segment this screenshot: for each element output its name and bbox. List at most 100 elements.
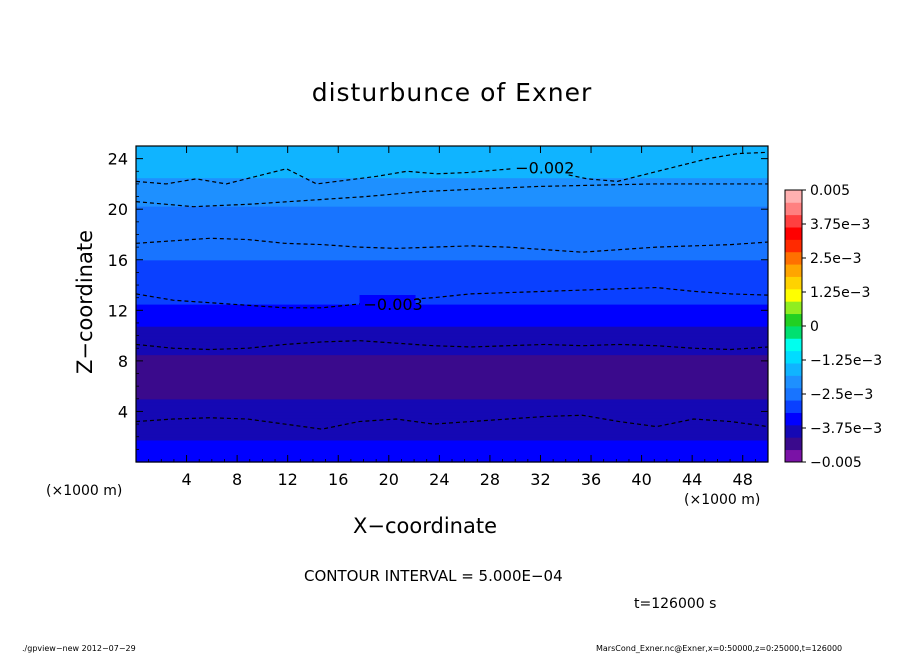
heatmap-cell bbox=[136, 414, 768, 419]
heatmap-cell bbox=[136, 193, 768, 198]
heatmap-cell bbox=[136, 161, 768, 166]
colorbar-swatch bbox=[785, 350, 802, 364]
heatmap-cell bbox=[136, 237, 768, 242]
heatmap-field bbox=[136, 146, 768, 463]
heatmap-cell bbox=[136, 354, 768, 359]
heatmap-cell bbox=[136, 155, 768, 160]
contour-line bbox=[135, 340, 769, 351]
colorbar-swatch bbox=[785, 251, 802, 265]
colorbar-swatch bbox=[785, 227, 802, 240]
heatmap-cell bbox=[136, 408, 768, 413]
heatmap-cell bbox=[136, 379, 768, 384]
colorbar-label: 0 bbox=[810, 319, 819, 335]
heatmap-cell bbox=[136, 190, 768, 194]
heatmap-cell bbox=[136, 446, 768, 450]
colorbar-label: 3.75e−3 bbox=[810, 217, 870, 233]
heatmap-cell bbox=[136, 146, 768, 150]
colorbar-swatch bbox=[785, 264, 802, 277]
x-tick-label: 20 bbox=[379, 470, 399, 489]
heatmap-cell bbox=[136, 247, 768, 251]
heatmap-cell bbox=[136, 206, 768, 210]
heatmap-cell bbox=[136, 307, 768, 311]
y-tick-label: 4 bbox=[118, 402, 128, 421]
colorbar-label: −1.25e−3 bbox=[810, 353, 882, 369]
heatmap-cell bbox=[136, 225, 768, 229]
heatmap-cell bbox=[136, 436, 768, 441]
heatmap-cell bbox=[136, 389, 768, 394]
x-tick-label: 32 bbox=[530, 470, 550, 489]
heatmap-cell bbox=[136, 367, 768, 371]
heatmap-cell bbox=[136, 209, 768, 213]
heatmap-cell bbox=[136, 231, 768, 236]
x-tick-label: 44 bbox=[682, 470, 702, 489]
heatmap-cell bbox=[136, 364, 768, 368]
x-axis-unit: (×1000 m) bbox=[684, 492, 761, 508]
contour-label: −0.002 bbox=[515, 158, 574, 177]
heatmap-cell bbox=[136, 199, 768, 204]
heatmap-cell bbox=[136, 313, 768, 318]
contour-interval-text: CONTOUR INTERVAL = 5.000E−04 bbox=[304, 567, 563, 585]
heatmap-cell bbox=[136, 427, 768, 431]
x-axis-label: X−coordinate bbox=[353, 514, 497, 538]
heatmap-cell bbox=[136, 316, 768, 321]
x-tick-label: 28 bbox=[480, 470, 500, 489]
heatmap-cell bbox=[136, 373, 768, 378]
colorbar-swatch bbox=[785, 239, 802, 253]
y-tick-label: 16 bbox=[108, 251, 128, 270]
heatmap-cell bbox=[136, 443, 768, 447]
heatmap-cell bbox=[136, 281, 768, 286]
heatmap-cell bbox=[136, 395, 768, 400]
contour-label-bg bbox=[511, 158, 568, 176]
heatmap-cell bbox=[136, 174, 768, 179]
x-tick-label: 8 bbox=[232, 470, 242, 489]
colorbar-label: −3.75e−3 bbox=[810, 421, 882, 437]
heatmap-cell bbox=[136, 338, 768, 343]
heatmap-cell bbox=[136, 164, 768, 169]
heatmap-cell bbox=[136, 196, 768, 201]
heatmap-cell bbox=[136, 322, 768, 327]
x-tick-label: 36 bbox=[581, 470, 601, 489]
heatmap-cell bbox=[136, 439, 768, 444]
heatmap-cell bbox=[136, 329, 768, 334]
heatmap-cell bbox=[136, 215, 768, 220]
heatmap-cell bbox=[136, 449, 768, 454]
colorbar-swatch bbox=[785, 375, 802, 389]
heatmap-cell bbox=[136, 291, 768, 296]
heatmap-cell bbox=[136, 228, 768, 232]
heatmap-cell bbox=[136, 392, 768, 397]
heatmap-cell bbox=[136, 341, 768, 346]
heatmap-cell bbox=[136, 187, 768, 191]
heatmap-cell bbox=[136, 250, 768, 255]
y-axis-label: Z−coordinate bbox=[73, 230, 97, 374]
heatmap-cell bbox=[136, 345, 768, 349]
heatmap-cell bbox=[136, 266, 768, 270]
heatmap-cell bbox=[136, 262, 768, 267]
heatmap-cell bbox=[136, 332, 768, 337]
y-tick-label: 12 bbox=[108, 301, 128, 320]
x-tick-label: 4 bbox=[181, 470, 191, 489]
colorbar-label: 1.25e−3 bbox=[810, 285, 870, 301]
heatmap-cell bbox=[136, 256, 768, 261]
contour-label-bg bbox=[359, 295, 416, 312]
heatmap-cell bbox=[136, 360, 768, 365]
heatmap-cell bbox=[136, 401, 768, 406]
colorbar-swatch bbox=[785, 202, 802, 216]
heatmap-cell bbox=[136, 326, 768, 330]
colorbar-swatch bbox=[785, 424, 802, 438]
heatmap-cell bbox=[136, 452, 768, 457]
heatmap-cell bbox=[136, 149, 768, 153]
y-tick-label: 20 bbox=[108, 200, 128, 219]
heatmap-cell bbox=[136, 398, 768, 403]
x-tick-label: 40 bbox=[631, 470, 651, 489]
heatmap-cell bbox=[136, 335, 768, 340]
chart-title: disturbunce of Exner bbox=[311, 78, 593, 107]
heatmap-cell bbox=[136, 310, 768, 315]
heatmap-cell bbox=[136, 319, 768, 324]
colorbar-swatch bbox=[785, 449, 802, 463]
heatmap-cell bbox=[136, 288, 768, 292]
heatmap-cell bbox=[136, 300, 768, 305]
colorbar-label: 2.5e−3 bbox=[810, 251, 862, 267]
colorbar-label: 0.005 bbox=[810, 183, 850, 199]
colorbar-swatch bbox=[785, 288, 802, 302]
colorbar-swatch bbox=[785, 400, 802, 413]
